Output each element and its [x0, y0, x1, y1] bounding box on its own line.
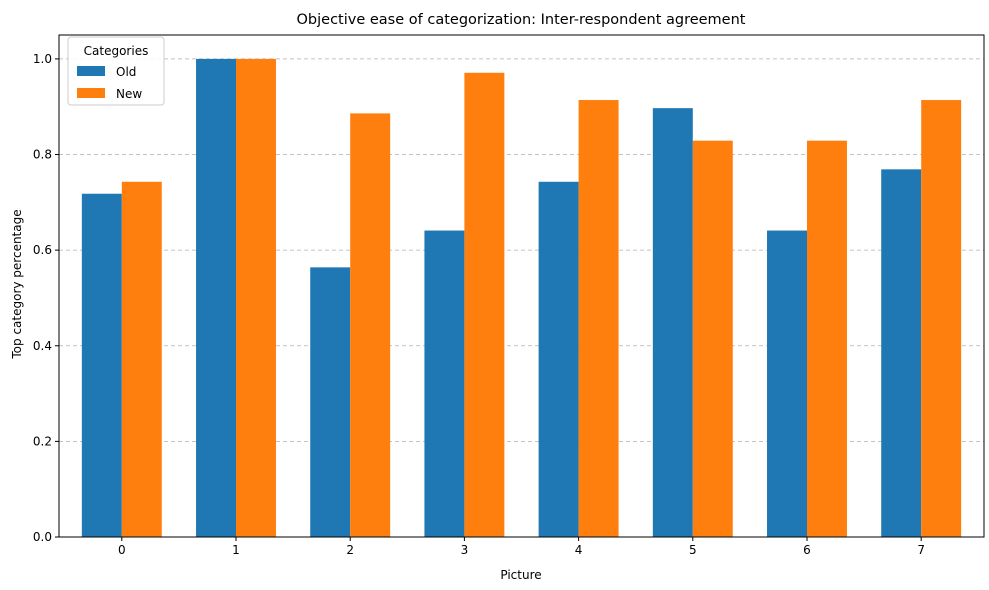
legend-label-old: Old: [116, 65, 136, 79]
y-tick-label-4: 0.8: [33, 148, 52, 162]
y-tick-label-1: 0.2: [33, 434, 52, 448]
bar-old-4: [538, 181, 579, 537]
x-tick-label-1: 1: [232, 543, 240, 557]
bar-old-5: [652, 108, 693, 538]
bar-new-5: [692, 140, 733, 537]
bar-old-2: [310, 267, 351, 537]
x-tick-label-7: 7: [917, 543, 925, 557]
bars: [81, 58, 962, 538]
legend-label-new: New: [116, 87, 142, 101]
x-tick-label-0: 0: [118, 543, 126, 557]
bar-new-4: [578, 100, 619, 538]
y-axis-ticks: 0.0 0.2 0.4 0.6 0.8 1.0: [33, 52, 59, 544]
x-tick-label-6: 6: [803, 543, 811, 557]
chart-title: Objective ease of categorization: Inter-…: [297, 12, 746, 28]
y-tick-label-5: 1.0: [33, 52, 52, 66]
legend: Categories Old New: [67, 36, 165, 106]
bar-old-6: [767, 230, 807, 537]
x-tick-label-4: 4: [575, 543, 583, 557]
legend-swatch-old: [77, 66, 105, 76]
y-tick-label-0: 0.0: [33, 530, 52, 544]
x-axis-ticks: 0 1 2 3 4 5 6 7: [118, 537, 925, 557]
y-axis-label: Top category percentage: [10, 209, 24, 359]
plot-frame: [58, 34, 985, 538]
legend-swatch-new: [77, 88, 105, 98]
legend-title: Categories: [84, 44, 149, 58]
y-tick-label-2: 0.4: [33, 339, 52, 353]
x-tick-label-5: 5: [689, 543, 697, 557]
bar-new-7: [921, 100, 962, 538]
bar-new-1: [236, 58, 276, 538]
x-tick-label-2: 2: [346, 543, 354, 557]
bar-new-6: [806, 140, 847, 537]
y-tick-label-3: 0.6: [33, 243, 52, 257]
x-tick-label-3: 3: [461, 543, 469, 557]
bar-old-3: [424, 230, 465, 537]
bar-old-7: [881, 169, 922, 537]
bar-new-2: [350, 113, 391, 537]
bar-new-3: [464, 72, 505, 537]
bar-new-0: [121, 181, 162, 537]
bar-old-0: [81, 193, 122, 538]
x-axis-label: Picture: [500, 568, 541, 582]
bar-old-1: [196, 58, 237, 538]
